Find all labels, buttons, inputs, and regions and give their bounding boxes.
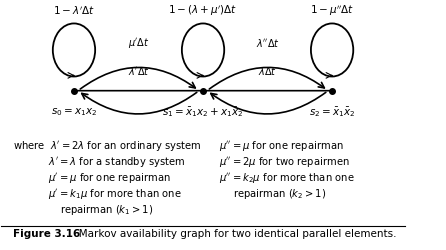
Text: repairman $(k_1 > 1)$: repairman $(k_1 > 1)$	[60, 202, 153, 216]
Text: $\lambda\Delta t$: $\lambda\Delta t$	[258, 65, 277, 77]
Text: $\lambda' = \lambda$ for a standby system: $\lambda' = \lambda$ for a standby syste…	[48, 155, 186, 169]
Text: $\lambda'\Delta t$: $\lambda'\Delta t$	[128, 65, 149, 77]
Text: where  $\lambda' = 2\lambda$ for an ordinary system: where $\lambda' = 2\lambda$ for an ordin…	[13, 139, 202, 153]
Text: $\mu'' = \mu$ for one repairman: $\mu'' = \mu$ for one repairman	[219, 139, 344, 153]
Text: $\mu'' = k_2\mu$ for more than one: $\mu'' = k_2\mu$ for more than one	[219, 171, 355, 185]
Text: Markov availability graph for two identical parallel elements.: Markov availability graph for two identi…	[69, 229, 396, 239]
Text: $1 - \mu''\Delta t$: $1 - \mu''\Delta t$	[310, 3, 354, 18]
Text: $\mu'' = 2\mu$ for two repairmen: $\mu'' = 2\mu$ for two repairmen	[219, 155, 350, 169]
Text: $1 - \lambda'\Delta t$: $1 - \lambda'\Delta t$	[53, 4, 95, 17]
Text: repairman $(k_2 > 1)$: repairman $(k_2 > 1)$	[233, 187, 326, 201]
Text: $s_1 = \bar{x}_1 x_2 + x_1 \bar{x}_2$: $s_1 = \bar{x}_1 x_2 + x_1 \bar{x}_2$	[162, 105, 244, 118]
Text: $\mu' = k_1\mu$ for more than one: $\mu' = k_1\mu$ for more than one	[48, 187, 182, 201]
Text: $1 - (\lambda + \mu')\Delta t$: $1 - (\lambda + \mu')\Delta t$	[169, 3, 238, 18]
Text: $\lambda''\Delta t$: $\lambda''\Delta t$	[256, 36, 280, 48]
Text: $s_0 = x_1 x_2$: $s_0 = x_1 x_2$	[51, 106, 97, 118]
Text: $\mu' = \mu$ for one repairman: $\mu' = \mu$ for one repairman	[48, 171, 170, 185]
Text: $s_2 = \bar{x}_1 \bar{x}_2$: $s_2 = \bar{x}_1 \bar{x}_2$	[309, 105, 355, 118]
Text: $\mu'\Delta t$: $\mu'\Delta t$	[128, 36, 149, 50]
Text: Figure 3.16: Figure 3.16	[13, 229, 81, 239]
